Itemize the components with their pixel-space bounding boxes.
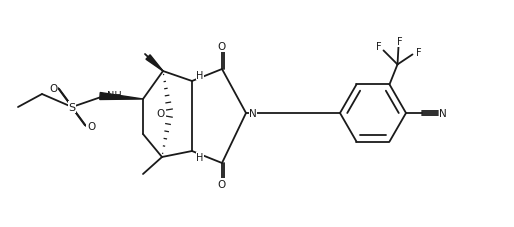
Text: O: O: [218, 179, 226, 189]
Text: O: O: [87, 121, 95, 131]
Text: NH: NH: [107, 91, 122, 101]
Text: H: H: [196, 71, 204, 81]
Polygon shape: [146, 56, 163, 72]
Text: S: S: [68, 103, 76, 113]
Text: O: O: [157, 109, 165, 118]
Text: N: N: [249, 109, 257, 118]
Polygon shape: [100, 93, 143, 100]
Text: H: H: [196, 152, 204, 162]
Text: F: F: [376, 42, 381, 52]
Text: F: F: [397, 37, 402, 47]
Text: N: N: [439, 109, 447, 118]
Text: F: F: [416, 48, 421, 58]
Text: O: O: [49, 84, 57, 94]
Text: O: O: [218, 42, 226, 52]
